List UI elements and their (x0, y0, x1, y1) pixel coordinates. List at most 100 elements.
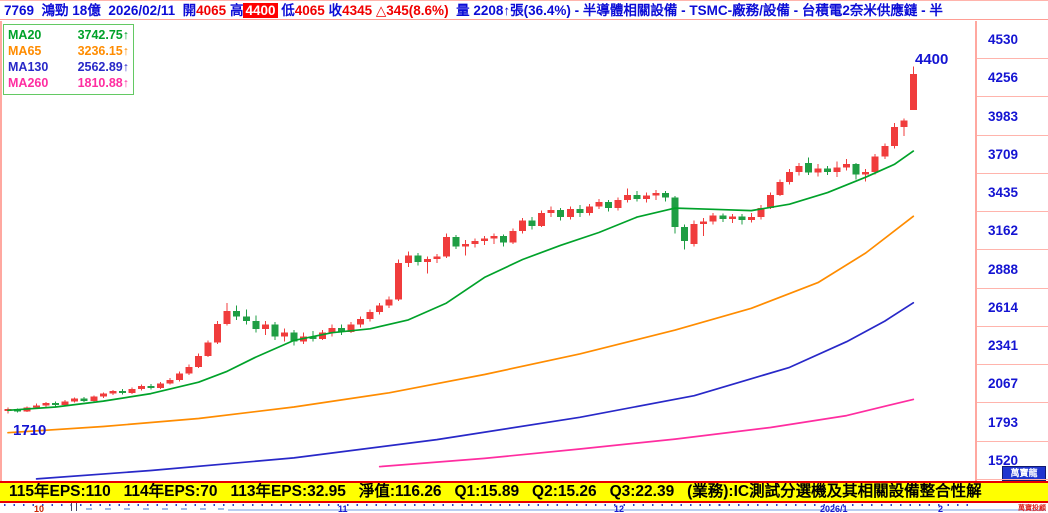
candle-up (871, 156, 879, 172)
candlestick-chart[interactable] (2, 21, 975, 481)
candle-down (233, 311, 241, 317)
candle-down (290, 332, 298, 342)
candle-up (519, 220, 527, 231)
quote-bar: 7769 鴻勁 18億 2026/02/11 開4065 高 4400 低4065… (0, 0, 1048, 20)
month-label: 2026/1 (820, 504, 848, 513)
candle-up (747, 216, 755, 221)
quote-segment: 收 (324, 3, 343, 18)
month-label: 10 (34, 504, 45, 513)
price-axis-label: 3162 (977, 212, 1048, 251)
quote-segment: 2026/02/11 (108, 3, 183, 18)
candle-up (652, 193, 660, 196)
volume-strip-remnant (162, 508, 168, 510)
quote-segment: 4400 (243, 3, 278, 18)
candle-up (900, 120, 908, 127)
candle-down (604, 202, 612, 208)
quote-segment: 4065 (196, 3, 227, 18)
candle-up (843, 164, 851, 168)
candle-up (33, 405, 41, 408)
vendor-badge[interactable]: 萬寶龍 (1002, 466, 1046, 481)
quote-segment: 低 (277, 3, 295, 18)
candle-up (90, 396, 98, 402)
candle-up (509, 230, 517, 243)
price-axis-label: 2067 (977, 365, 1048, 404)
candle-up (623, 194, 631, 201)
candle-up (757, 207, 765, 217)
price-axis-label: 3709 (977, 136, 1048, 174)
month-label: 12 (614, 504, 625, 513)
candle-up (890, 126, 898, 147)
candle-down (80, 398, 88, 402)
price-axis-label: 2341 (977, 327, 1048, 365)
ma-legend-row: MA130 2562.89↑ (8, 59, 129, 75)
ma-legend-row: MA260 1810.88↑ (8, 75, 129, 91)
candle-down (252, 321, 260, 329)
price-axis-label: 2614 (977, 289, 1048, 327)
candle-up (42, 403, 50, 406)
candle-up (709, 215, 717, 222)
candle-up (833, 167, 841, 172)
candle-up (357, 318, 365, 325)
tick-dots (4, 504, 972, 506)
ma-legend-row: MA20 3742.75↑ (8, 27, 129, 43)
candle-down (500, 236, 508, 243)
price-axis-label: 1520 (977, 442, 1048, 480)
ma-line-ma260 (378, 398, 915, 468)
candle-down (824, 168, 832, 172)
candle-up (700, 221, 708, 224)
candle-up (137, 385, 145, 389)
candle-down (633, 194, 641, 199)
candle-up (214, 324, 222, 343)
period-high-annotation: 4400 (915, 51, 949, 68)
candle-up (585, 206, 593, 213)
volume-strip-remnant (228, 509, 1046, 511)
candle-down (242, 316, 250, 322)
candle-up (366, 311, 374, 319)
candle-down (309, 336, 317, 339)
candle-up (195, 356, 203, 367)
quote-segment: 7769 (4, 3, 42, 18)
candle-down (557, 209, 565, 217)
candle-up (347, 324, 355, 332)
volume-strip-remnant (200, 508, 206, 510)
price-axis-label: 4530 (977, 21, 1048, 59)
quote-segment: 4065 (294, 3, 325, 18)
time-axis: 萬寶投顧 10 11 12 2026/1 2 (0, 503, 1048, 513)
candle-up (433, 256, 441, 260)
candle-up (223, 311, 231, 325)
month-label: 11 (338, 504, 348, 513)
candle-down (52, 403, 60, 405)
candle-down (528, 220, 536, 226)
candle-up (643, 195, 651, 199)
quote-segment: 4345 (342, 3, 373, 18)
quote-segment: 量 2208↑張(36.4%) (448, 3, 571, 18)
volume-strip-remnant (105, 508, 111, 510)
quote-segment: - 半導體相關設備 - TSMC-廠務/設備 - 台積電2奈米供應鏈 - 半 (570, 3, 943, 18)
ma-value: 2562.89↑ (77, 60, 129, 74)
ma-value: 3236.15↑ (77, 44, 129, 58)
candle-up (71, 398, 79, 402)
candle-up (280, 332, 288, 337)
quote-segment: 開 (182, 3, 197, 18)
volume-strip-remnant (86, 508, 92, 510)
candle-up (766, 194, 774, 208)
candle-up (128, 388, 136, 394)
price-axis-label: 3983 (977, 98, 1048, 136)
candle-up (566, 209, 574, 217)
candle-down (852, 164, 860, 175)
candle-down (118, 391, 126, 394)
candle-up (881, 146, 889, 157)
ma-line-ma130 (35, 301, 915, 480)
candle-down (452, 236, 460, 247)
candle-down (576, 209, 584, 213)
candle-up (728, 216, 736, 219)
candle-up (690, 223, 698, 244)
volume-strip-remnant (124, 508, 130, 510)
ma-legend: MA20 3742.75↑ MA65 3236.15↑ MA130 2562.89↑ MA2… (3, 24, 134, 95)
price-axis: 萬寶龍 4530 4256 3983 3709 3435 3162 2888 2614 2341… (975, 21, 1048, 481)
chart-area[interactable]: MA20 3742.75↑ MA65 3236.15↑ MA130 2562.89↑ MA2… (0, 21, 975, 481)
candle-up (185, 366, 193, 374)
ma-line-ma65 (7, 215, 915, 434)
candle-down (671, 197, 679, 228)
